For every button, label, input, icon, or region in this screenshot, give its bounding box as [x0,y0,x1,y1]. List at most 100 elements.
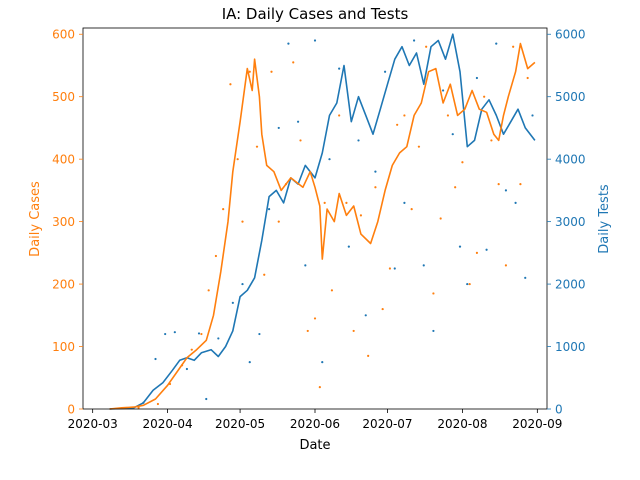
cases-scatter-point [137,406,140,409]
cases-scatter-point [374,186,377,189]
cases-scatter-point [417,145,421,148]
cases-scatter-point [345,201,348,204]
right-y-tick-label: 4000 [555,153,586,167]
tests-scatter-point [347,245,350,248]
cases-scatter-point [403,114,406,117]
cases-scatter-point [330,289,334,292]
tests-scatter-point [441,89,445,92]
cases-scatter-point [381,307,384,311]
tests-scatter-point [321,361,324,364]
tests-scatter-point [393,267,396,270]
tests-scatter-point [267,208,271,211]
cases-scatter-point [432,292,435,295]
cases-scatter-point [512,45,515,48]
tests-scatter-point [374,170,377,173]
cases-scatter-point [425,45,428,48]
tests-scatter-point [328,158,331,161]
cases-scatter-point [255,145,259,148]
tests-scatter-point [422,264,425,267]
left-y-tick-label: 200 [52,278,75,292]
tests-scatter-point [248,361,251,364]
left-y-axis-label: Daily Cases [28,181,43,257]
cases-scatter-point [504,264,508,267]
cases-scatter-point [207,289,210,292]
tests-scatter-point [217,337,220,340]
tests-scatter-point [475,76,479,80]
cases-scatter-point [439,217,442,220]
x-tick-label: 2020-07 [362,417,412,431]
cases-scatter-point [156,402,160,406]
tests-scatter-point [287,42,290,45]
tests-scatter-point [485,248,488,251]
tests-scatter-point [205,397,208,401]
cases-scatter-point [526,76,529,80]
tests-scatter-point [514,201,517,204]
left-y-tick-label: 100 [52,340,75,354]
tests-scatter-point [304,264,307,267]
right-y-tick-label: 5000 [555,90,586,104]
series-lines [109,33,536,410]
cases-scatter-point [292,61,295,64]
tests-scatter-point [357,139,360,142]
cases-scatter-point [519,183,522,186]
tests-scatter-point [277,126,280,130]
x-tick-label: 2020-05 [215,417,265,431]
cases-scatter-point [241,220,244,223]
tests-scatter-point [154,357,157,361]
right-y-tick-label: 2000 [555,278,586,292]
cases-scatter-point [277,220,280,223]
x-tick-label: 2020-09 [512,417,562,431]
left-y-tick-label: 400 [52,153,75,167]
tests-scatter-point [296,120,300,123]
tests-scatter-point [531,114,534,117]
cases-scatter-point [483,95,486,98]
tests-scatter-point [524,276,527,279]
cases-scatter-point [323,201,326,204]
cases-scatter-point [468,282,471,286]
tests-scatter-point [403,201,406,204]
cases-scatter-point [497,183,500,186]
cases-scatter-point [318,386,321,389]
tests-scatter-point [197,332,201,335]
tests-scatter-point [364,314,367,317]
x-tick-label: 2020-03 [68,417,118,431]
cases-scatter-point [475,251,479,254]
cases-scatter-point [248,70,251,73]
cases-line [109,42,536,410]
left-y-axis: 0 100 200 300 400 500 600 [52,28,83,417]
tests-scatter-point [451,133,454,136]
left-y-tick-label: 500 [52,90,75,104]
tests-scatter-points [142,39,534,404]
tests-scatter-point [412,39,416,42]
tests-scatter-point [495,42,498,45]
tests-scatter-point [313,39,317,42]
x-tick-label: 2020-08 [437,417,487,431]
cases-scatter-point [446,114,450,117]
x-tick-label: 2020-04 [143,417,193,431]
tests-scatter-point [241,282,244,286]
tests-scatter-point [458,245,462,248]
cases-scatter-point [338,114,341,117]
cases-scatter-point [367,354,370,358]
cases-scatter-point [396,123,399,126]
tests-scatter-point [164,332,167,336]
cases-scatter-point [222,208,225,211]
x-axis: 2020-03 2020-04 2020-05 2020-06 2020-07 2020-… [68,409,562,431]
cases-scatter-point [299,139,302,142]
tests-scatter-point [173,331,176,334]
tests-scatter-point [231,301,234,304]
cases-scatter-point [306,329,309,333]
cases-scatter-point [454,186,457,189]
right-y-tick-label: 6000 [555,28,586,42]
chart-title: IA: Daily Cases and Tests [222,5,409,23]
tests-scatter-point [383,70,387,73]
x-tick-label: 2020-06 [290,417,340,431]
x-axis-label: Date [299,438,330,453]
left-y-tick-label: 600 [52,28,75,42]
cases-scatter-point [236,158,239,161]
tests-scatter-point [504,189,508,192]
tests-scatter-point [338,67,341,70]
left-y-tick-label: 300 [52,215,75,229]
